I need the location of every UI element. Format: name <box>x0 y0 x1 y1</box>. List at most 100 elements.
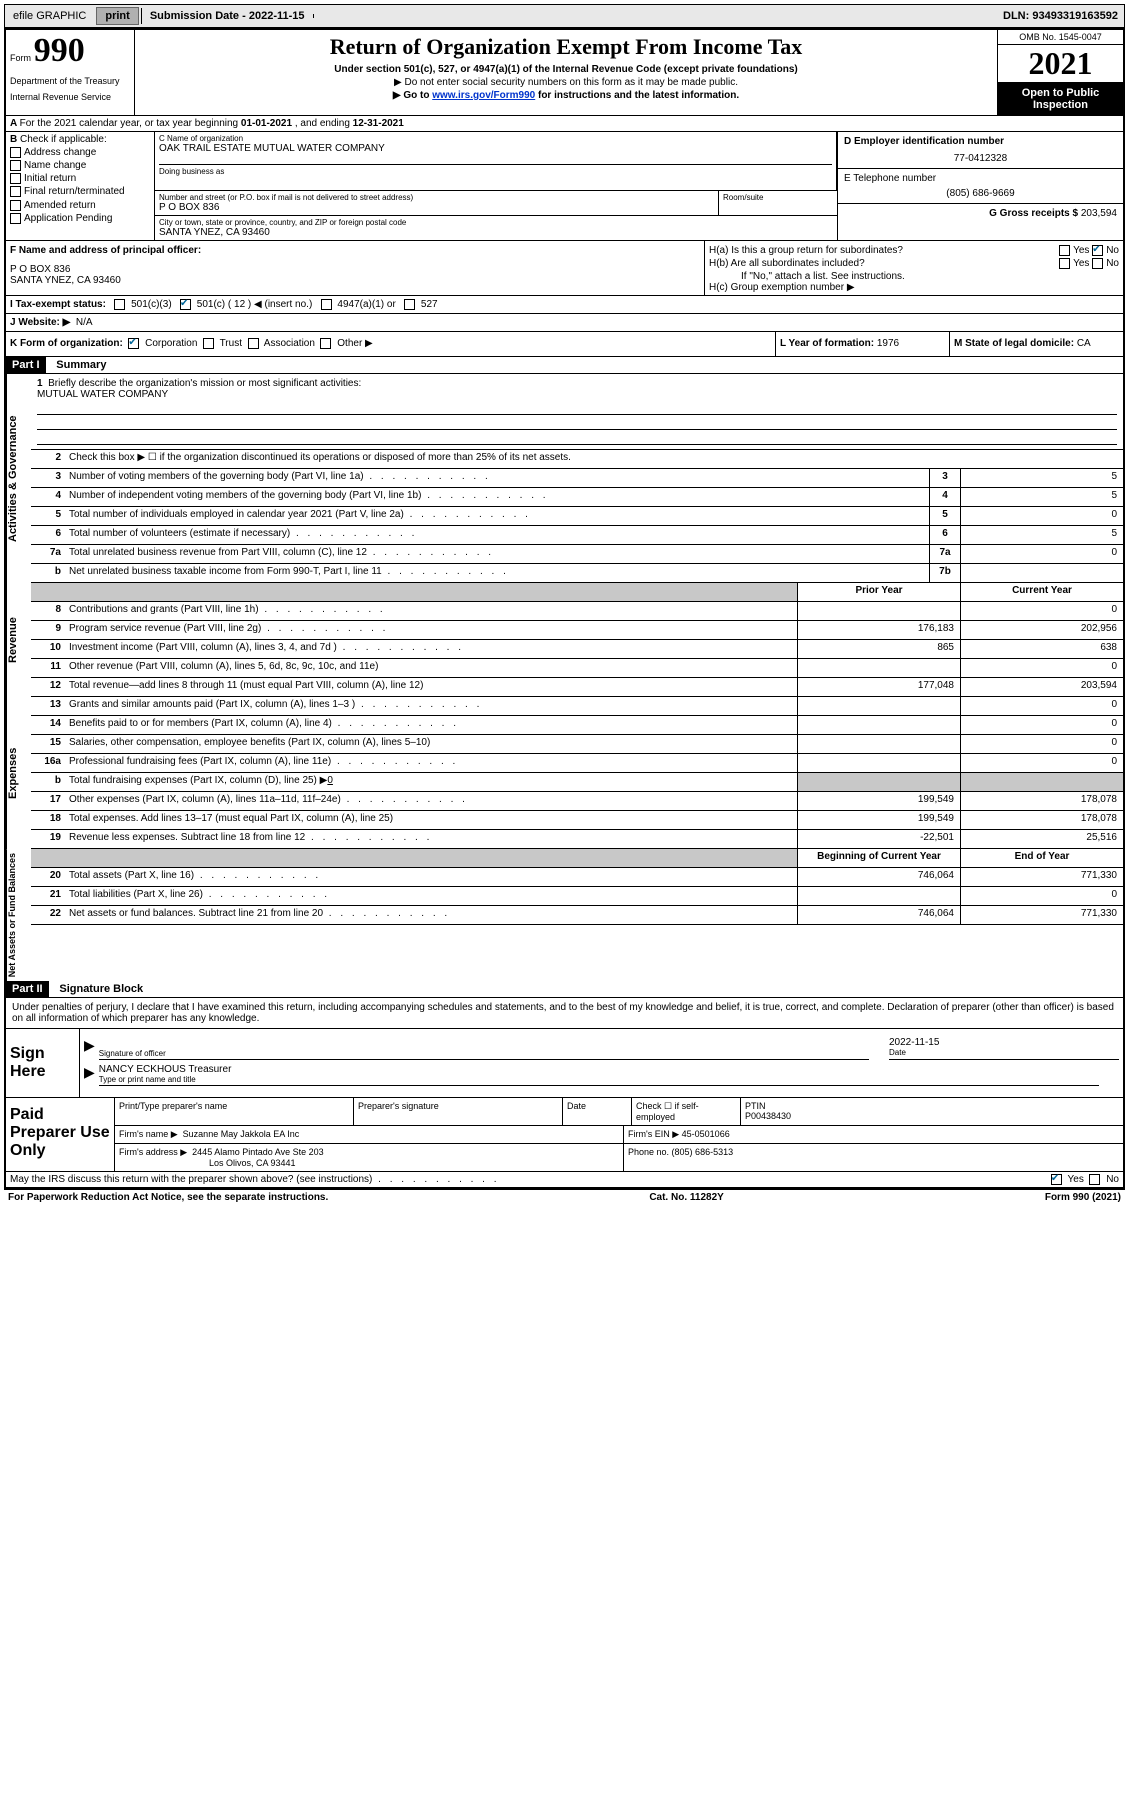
l9: Program service revenue (Part VIII, line… <box>69 623 261 634</box>
l12: Total revenue—add lines 8 through 11 (mu… <box>69 680 423 691</box>
sign-here-label: Sign Here <box>6 1029 80 1097</box>
lbl-501c: 501(c) ( 12 ) ◀ (insert no.) <box>197 299 313 310</box>
chk-501c3[interactable] <box>114 299 125 310</box>
a-begin: 01-01-2021 <box>241 118 292 129</box>
lbl-other: Other ▶ <box>337 339 372 350</box>
p16b <box>797 773 960 791</box>
prior-year-hdr: Prior Year <box>797 583 960 601</box>
city-label: City or town, state or province, country… <box>159 218 833 227</box>
l1-text: Briefly describe the organization's miss… <box>48 378 361 389</box>
m-label: M State of legal domicile: <box>954 338 1077 349</box>
l17: Other expenses (Part IX, column (A), lin… <box>69 794 341 805</box>
chk-corp[interactable] <box>128 338 139 349</box>
sig-date: 2022-11-15 <box>889 1037 1119 1048</box>
note-ssn: ▶ Do not enter social security numbers o… <box>143 77 989 88</box>
l16a: Professional fundraising fees (Part IX, … <box>69 756 331 767</box>
col-b-checkboxes: B Check if applicable: Address change Na… <box>6 132 155 240</box>
p9: 176,183 <box>797 621 960 639</box>
l4-text: Number of independent voting members of … <box>69 490 421 501</box>
part1-header-row: Part I Summary <box>6 357 1123 374</box>
p14 <box>797 716 960 734</box>
hb-note: If "No," attach a list. See instructions… <box>741 271 1119 282</box>
hb-no[interactable] <box>1092 258 1103 269</box>
firm-ein-label: Firm's EIN ▶ <box>628 1129 679 1139</box>
chk-final[interactable] <box>10 186 21 197</box>
a-pre: For the 2021 calendar year, or tax year … <box>20 118 241 129</box>
chk-addr-change[interactable] <box>10 147 21 158</box>
chk-amended[interactable] <box>10 200 21 211</box>
v5: 0 <box>960 507 1123 525</box>
ha-no[interactable] <box>1092 245 1103 256</box>
lbl-527: 527 <box>421 299 438 310</box>
sig-officer-label: Signature of officer <box>99 1049 869 1058</box>
street-addr: P O BOX 836 <box>159 202 714 213</box>
ha-yes[interactable] <box>1059 245 1070 256</box>
i-row: I Tax-exempt status: 501(c)(3) 501(c) ( … <box>6 296 1123 314</box>
ptin-label: PTIN <box>745 1101 1119 1111</box>
chk-assoc[interactable] <box>248 338 259 349</box>
arrow-icon-2: ▶ <box>84 1064 95 1086</box>
discuss-no[interactable] <box>1089 1174 1100 1185</box>
chk-4947[interactable] <box>321 299 332 310</box>
lbl-initial: Initial return <box>24 173 76 184</box>
side-netassets: Net Assets or Fund Balances <box>6 849 31 981</box>
f-box: F Name and address of principal officer:… <box>6 241 705 295</box>
instructions-link[interactable]: www.irs.gov/Form990 <box>432 90 535 101</box>
lbl-app-pending: Application Pending <box>24 213 112 224</box>
f-addr1: P O BOX 836 <box>10 264 700 275</box>
arrow-icon: ▶ <box>84 1037 95 1060</box>
chk-527[interactable] <box>404 299 415 310</box>
lbl-4947: 4947(a)(1) or <box>337 299 395 310</box>
discuss-text: May the IRS discuss this return with the… <box>10 1174 372 1185</box>
h-box: H(a) Is this a group return for subordin… <box>705 241 1123 295</box>
c16a: 0 <box>960 754 1123 772</box>
c-name-label: C Name of organization <box>159 134 832 143</box>
ein-value: 77-0412328 <box>844 153 1117 164</box>
chk-trust[interactable] <box>203 338 214 349</box>
l14: Benefits paid to or for members (Part IX… <box>69 718 332 729</box>
org-name: OAK TRAIL ESTATE MUTUAL WATER COMPANY <box>159 143 832 154</box>
l10: Investment income (Part VIII, column (A)… <box>69 642 337 653</box>
print-button[interactable]: print <box>96 7 138 25</box>
c12: 203,594 <box>960 678 1123 696</box>
form-container: Form 990 Department of the Treasury Inte… <box>4 28 1125 1190</box>
discuss-yes[interactable] <box>1051 1174 1062 1185</box>
section-b-d: B Check if applicable: Address change Na… <box>6 132 1123 241</box>
c22: 771,330 <box>960 906 1123 924</box>
open-public: Open to Public Inspection <box>998 83 1123 115</box>
title-box: Return of Organization Exempt From Incom… <box>135 30 997 115</box>
l16b-pre: Total fundraising expenses (Part IX, col… <box>69 775 327 786</box>
form-subtitle: Under section 501(c), 527, or 4947(a)(1)… <box>143 64 989 75</box>
chk-name-change[interactable] <box>10 160 21 171</box>
p16a <box>797 754 960 772</box>
firm-ein: 45-0501066 <box>682 1129 730 1139</box>
declaration-text: Under penalties of perjury, I declare th… <box>6 998 1123 1029</box>
l6-text: Total number of volunteers (estimate if … <box>69 528 290 539</box>
tel-value: (805) 686-9669 <box>844 188 1117 199</box>
self-emp-check: Check ☐ if self-employed <box>632 1098 741 1125</box>
firm-name: Suzanne May Jakkola EA Inc <box>183 1129 300 1139</box>
chk-initial[interactable] <box>10 173 21 184</box>
dba-label: Doing business as <box>159 164 832 176</box>
form-prefix: Form <box>10 53 31 63</box>
c17: 178,078 <box>960 792 1123 810</box>
officer-name-title: NANCY ECKHOUS Treasurer <box>99 1064 1099 1075</box>
hb-label: H(b) Are all subordinates included? <box>709 258 959 269</box>
c11: 0 <box>960 659 1123 677</box>
l21: Total liabilities (Part X, line 26) <box>69 889 203 900</box>
col-d-e-g: D Employer identification number 77-0412… <box>837 132 1123 240</box>
chk-other[interactable] <box>320 338 331 349</box>
signature-block: Under penalties of perjury, I declare th… <box>6 998 1123 1188</box>
gross-value: 203,594 <box>1081 208 1117 219</box>
l15: Salaries, other compensation, employee b… <box>69 737 430 748</box>
chk-app-pending[interactable] <box>10 213 21 224</box>
dln: DLN: 93493319163592 <box>1003 10 1124 22</box>
lbl-final: Final return/terminated <box>24 187 125 198</box>
l-label: L Year of formation: <box>780 338 877 349</box>
p19: -22,501 <box>797 830 960 848</box>
p21 <box>797 887 960 905</box>
chk-501c[interactable] <box>180 299 191 310</box>
v7a: 0 <box>960 545 1123 563</box>
hb-yes[interactable] <box>1059 258 1070 269</box>
p11 <box>797 659 960 677</box>
